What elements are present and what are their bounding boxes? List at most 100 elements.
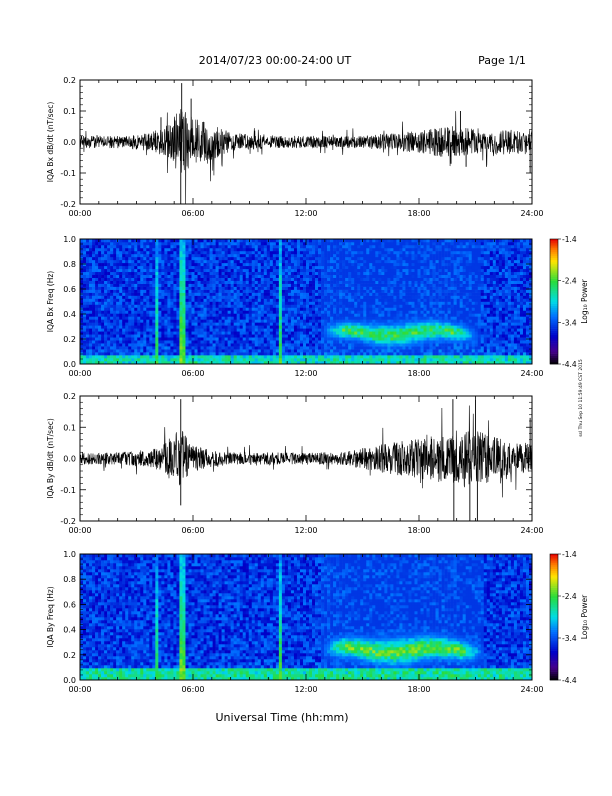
colorbar-segment <box>550 341 558 343</box>
y-tick-label: 0.2 <box>63 335 76 344</box>
colorbar-segment <box>550 594 558 596</box>
colorbar-segment <box>550 583 558 585</box>
x-tick-label: 06:00 <box>181 369 204 378</box>
x-tick-label: 24:00 <box>520 209 543 218</box>
colorbar-segment <box>550 575 558 577</box>
y-tick-label: 0.0 <box>63 138 76 147</box>
colorbar-segment <box>550 636 558 638</box>
colorbar-segment <box>550 268 558 270</box>
colorbar-tick-label: -1.4 <box>562 235 577 244</box>
colorbar-label: Log₁₀ Power <box>580 278 589 323</box>
colorbar-segment <box>550 640 558 642</box>
series-line-2 <box>80 406 532 498</box>
colorbar-segment <box>550 615 558 617</box>
colorbar-segment <box>550 299 558 301</box>
colorbar-segment <box>550 638 558 640</box>
colorbar-segment <box>550 562 558 564</box>
x-tick-label: 12:00 <box>294 209 317 218</box>
y-tick-label: 0.2 <box>63 392 76 401</box>
colorbar-segment <box>550 665 558 667</box>
page-number: Page 1/1 <box>478 54 526 67</box>
colorbar-tick-label: -3.4 <box>562 634 577 643</box>
colorbar-segment <box>550 245 558 247</box>
y-tick-label: 0.2 <box>63 651 76 660</box>
x-tick-label: 06:00 <box>181 685 204 694</box>
colorbar-segment <box>550 569 558 571</box>
y-tick-label: 0.0 <box>63 455 76 464</box>
colorbar-segment <box>550 571 558 573</box>
colorbar-segment <box>550 556 558 558</box>
colorbar-segment <box>550 672 558 674</box>
x-tick-label: 06:00 <box>181 526 204 535</box>
colorbar-tick-label: -1.4 <box>562 550 577 559</box>
colorbar-segment <box>550 554 558 556</box>
colorbar-segment <box>550 619 558 621</box>
side-note: ssl Thu Sep 10 11:59:49 CST 2015 <box>578 359 584 437</box>
colorbar-segment <box>550 358 558 360</box>
colorbar-segment <box>550 651 558 653</box>
y-tick-label: -0.2 <box>60 517 76 526</box>
colorbar-segment <box>550 270 558 272</box>
colorbar-segment <box>550 621 558 623</box>
colorbar-segment <box>550 306 558 308</box>
colorbar-segment <box>550 653 558 655</box>
x-tick-label: 18:00 <box>407 685 430 694</box>
colorbar-segment <box>550 349 558 351</box>
x-tick-label: 06:00 <box>181 209 204 218</box>
colorbar-segment <box>550 327 558 329</box>
colorbar-segment <box>550 674 558 676</box>
colorbar-segment <box>550 239 558 241</box>
colorbar-segment <box>550 644 558 646</box>
colorbar-segment <box>550 272 558 274</box>
y-tick-label: 0.0 <box>63 676 76 685</box>
x-tick-label: 24:00 <box>520 369 543 378</box>
colorbar-segment <box>550 329 558 331</box>
colorbar-segment <box>550 670 558 672</box>
colorbar-segment <box>550 598 558 600</box>
colorbar-segment <box>550 617 558 619</box>
colorbar-segment <box>550 560 558 562</box>
colorbar-segment <box>550 663 558 665</box>
colorbar-tick-label: -2.4 <box>562 592 577 601</box>
x-tick-label: 24:00 <box>520 526 543 535</box>
colorbar-tick-label: -3.4 <box>562 318 577 327</box>
colorbar-segment <box>550 657 558 659</box>
y-axis-label: IQA Bx Freq (Hz) <box>46 271 55 333</box>
colorbar-segment <box>550 623 558 625</box>
colorbar-segment <box>550 565 558 567</box>
colorbar-segment <box>550 322 558 324</box>
colorbar-segment <box>550 337 558 339</box>
y-axis-label: IQA By dB/dt (nT/sec) <box>46 418 55 499</box>
colorbar-segment <box>550 659 558 661</box>
y-tick-label: -0.2 <box>60 200 76 209</box>
y-tick-label: -0.1 <box>60 169 76 178</box>
colorbar-segment <box>550 607 558 609</box>
colorbar-segment <box>550 281 558 283</box>
colorbar-segment <box>550 345 558 347</box>
colorbar-segment <box>550 661 558 663</box>
colorbar-segment <box>550 558 558 560</box>
colorbar-segment <box>550 243 558 245</box>
x-tick-label: 00:00 <box>68 369 91 378</box>
colorbar-segment <box>550 600 558 602</box>
colorbar-tick-label: -2.4 <box>562 277 577 286</box>
colorbar-segment <box>550 588 558 590</box>
y-tick-label: 0.8 <box>63 575 76 584</box>
colorbar-segment <box>550 655 558 657</box>
colorbar-segment <box>550 335 558 337</box>
colorbar-segment <box>550 297 558 299</box>
y-tick-label: 0.1 <box>63 423 76 432</box>
x-tick-label: 12:00 <box>294 369 317 378</box>
colorbar-segment <box>550 314 558 316</box>
colorbar-segment <box>550 628 558 630</box>
colorbar-segment <box>550 249 558 251</box>
colorbar-segment <box>550 333 558 335</box>
colorbar-segment <box>550 279 558 281</box>
colorbar-segment <box>550 274 558 276</box>
colorbar-segment <box>550 577 558 579</box>
y-tick-label: 0.1 <box>63 107 76 116</box>
